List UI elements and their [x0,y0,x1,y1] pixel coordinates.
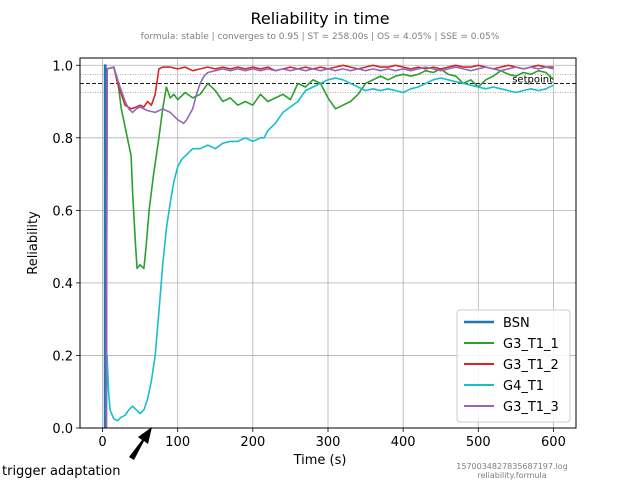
chart-subtitle: formula: stable | converges to 0.95 | ST… [141,32,500,42]
x-tick-label: 600 [541,435,566,450]
legend-box [456,309,571,423]
footnote-formula: reliability.formula [477,471,546,480]
y-tick-label: 0.4 [52,277,73,292]
series-line-g3-t1-1 [105,66,555,429]
series-line-g3-t1-3 [105,66,554,429]
grid [80,58,576,429]
x-tick-label: 300 [316,435,341,450]
y-tick-label: 0.0 [52,422,73,437]
legend-entry: BSN [503,316,530,331]
setpoint-label: setpoint [512,74,553,85]
series-lines [103,64,555,429]
series-line-g4-t1 [105,77,554,429]
legend-entry: G3_T1_3 [503,400,559,415]
annotation-arrow [129,427,152,460]
x-tick-label: 200 [240,435,265,450]
legend-entry: G3_T1_2 [503,358,559,373]
y-tick-label: 1.0 [52,59,73,74]
annotation-text: trigger adaptation [2,464,120,479]
legend: BSN G3_T1_1 G3_T1_2 G4_T1 G3_T1_3 [456,309,571,423]
legend-entry: G4_T1 [503,379,544,394]
y-tick-label: 0.8 [52,132,73,147]
x-tick-label: 500 [466,435,491,450]
x-tick-label: 400 [391,435,416,450]
reference-lines: setpoint [80,73,576,93]
x-axis-label: Time (s) [293,453,347,468]
x-tick-label: 0 [98,435,106,450]
series-line-bsn [103,64,107,428]
series-line-g3-t1-2 [105,64,554,429]
trigger-annotation: trigger adaptation [2,427,152,479]
x-tick-label: 100 [165,435,190,450]
axis-ticks: 0 100 200 300 400 500 600 0.0 0.2 0.4 0.6 0.8 1.0 [52,59,566,450]
legend-entry: G3_T1_1 [503,337,559,352]
footnote-log: 1570034827835687197.log [456,462,567,471]
y-tick-label: 0.6 [52,204,73,219]
y-tick-label: 0.2 [52,349,73,364]
y-axis-label: Reliability [26,211,41,275]
chart-title: Reliability in time [250,9,389,28]
